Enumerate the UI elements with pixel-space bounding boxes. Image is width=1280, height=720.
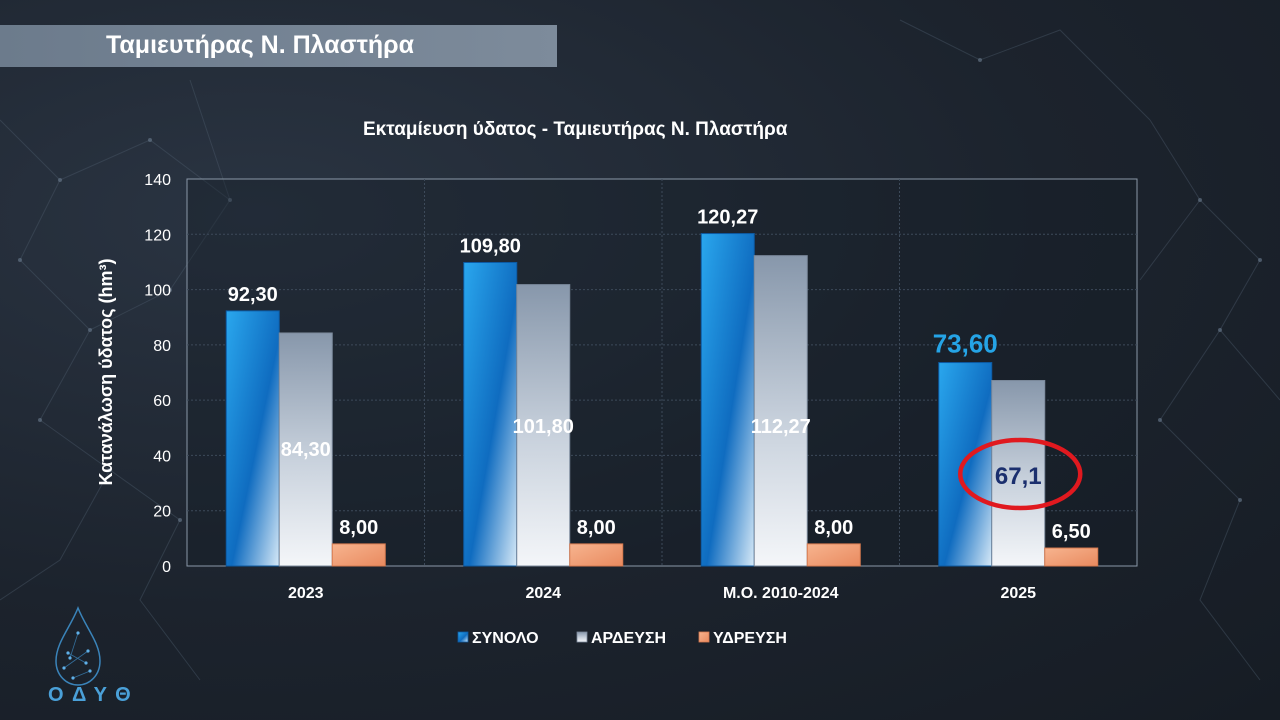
- ydreysi-bar: [569, 543, 624, 567]
- page-title: Ταμιευτήρας Ν. Πλαστήρα: [106, 31, 414, 59]
- chart-title: Εκταμίευση ύδατος - Ταμιευτήρας Ν. Πλαστ…: [363, 119, 788, 140]
- synolo-legend-label: ΣΥΝΟΛΟ: [472, 630, 539, 647]
- ydreysi-value-label: 8,00: [814, 517, 853, 539]
- synolo-bar: [225, 310, 280, 567]
- ydreysi-value-label: 6,50: [1052, 521, 1091, 543]
- ardeysi-bar: [278, 332, 333, 567]
- ydreysi-bar: [331, 543, 386, 567]
- ardeysi-bar: [991, 380, 1046, 567]
- y-axis-label: Κατανάλωση ύδατος (hm³): [96, 259, 116, 486]
- y-tick-label: 100: [144, 283, 171, 300]
- logo-text: ΟΔΥΘ: [48, 684, 140, 706]
- data-labels: 92,30 84,30 8,00 109,80 101,80 8,00 120,27 112,…: [228, 207, 1091, 543]
- synolo-bar: [938, 362, 993, 567]
- synolo-bar: [700, 233, 755, 567]
- ardeysi-legend-swatch: [576, 631, 588, 643]
- synolo-value-label: 109,80: [460, 235, 521, 257]
- ydreysi-bar: [1044, 547, 1099, 567]
- bars: [225, 233, 1099, 567]
- ardeysi-bar: [516, 284, 571, 567]
- y-tick-label: 80: [153, 338, 171, 355]
- x-axis: 2023 2024 Μ.Ο. 2010-2024 2025: [288, 585, 1036, 602]
- y-axis: 0 20 40 60 80 100 120 140: [144, 172, 171, 576]
- ardeysi-bar: [753, 255, 808, 567]
- legend: ΣΥΝΟΛΟ ΑΡΔΕΥΣΗ ΥΔΡΕΥΣΗ: [457, 630, 787, 647]
- ydreysi-value-label: 8,00: [339, 517, 378, 539]
- synolo-value-label: 120,27: [697, 207, 758, 229]
- highlight-ellipse: [958, 437, 1083, 511]
- ydreysi-bar: [806, 543, 861, 567]
- title-banner: Ταμιευτήρας Ν. Πλαστήρα: [0, 25, 557, 67]
- y-tick-label: 0: [162, 559, 171, 576]
- ydreysi-legend-label: ΥΔΡΕΥΣΗ: [713, 630, 787, 647]
- x-tick-label: Μ.Ο. 2010-2024: [723, 585, 839, 602]
- y-tick-label: 140: [144, 172, 171, 189]
- ardeysi-value-label: 101,80: [513, 416, 574, 438]
- synolo-bar: [463, 261, 518, 567]
- y-tick-label: 60: [153, 393, 171, 410]
- ardeysi-value-label: 112,27: [751, 416, 811, 438]
- ardeysi-legend-label: ΑΡΔΕΥΣΗ: [591, 630, 666, 647]
- y-tick-label: 20: [153, 504, 171, 521]
- x-tick-label: 2025: [1000, 585, 1036, 602]
- grid-lines: [187, 179, 1137, 566]
- ydreysi-value-label: 8,00: [577, 517, 616, 539]
- synolo-value-label: 92,30: [228, 284, 278, 306]
- x-tick-label: 2024: [525, 585, 561, 602]
- y-tick-label: 120: [144, 227, 171, 244]
- y-tick-label: 40: [153, 448, 171, 465]
- ardeysi-value-label: 67,1: [995, 463, 1042, 490]
- ardeysi-value-label: 84,30: [281, 439, 331, 461]
- x-tick-label: 2023: [288, 585, 324, 602]
- logo-drop-icon: [55, 605, 101, 686]
- ydreysi-legend-swatch: [698, 631, 710, 643]
- synolo-legend-swatch: [457, 631, 469, 643]
- synolo-value-label: 73,60: [933, 329, 998, 359]
